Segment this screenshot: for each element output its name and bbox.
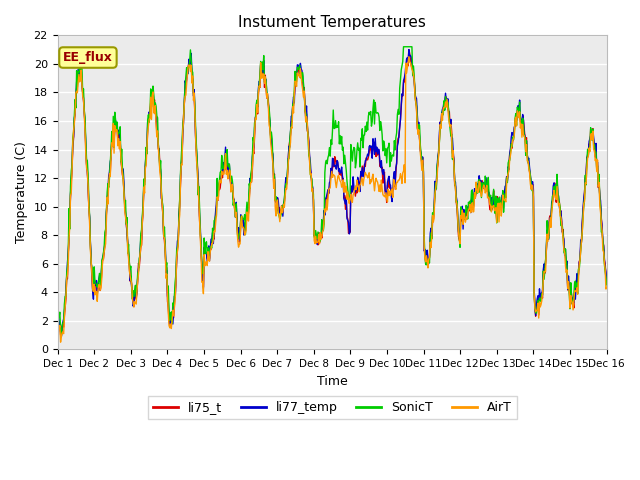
Line: li77_temp: li77_temp — [58, 49, 607, 336]
SonicT — [58, 334, 65, 340]
li75_t — [58, 334, 65, 339]
SonicT — [177, 170, 184, 176]
li75_t — [405, 47, 413, 52]
li75_t — [400, 80, 408, 85]
li77_temp — [54, 300, 61, 306]
AirT — [603, 285, 611, 290]
SonicT — [65, 252, 72, 257]
AirT — [205, 258, 213, 264]
AirT — [400, 168, 408, 174]
AirT — [121, 208, 129, 214]
li77_temp — [65, 251, 72, 256]
li75_t — [177, 182, 184, 188]
li75_t — [121, 199, 129, 204]
SonicT — [401, 44, 408, 49]
li77_temp — [405, 47, 413, 52]
SonicT — [400, 44, 408, 49]
Y-axis label: Temperature (C): Temperature (C) — [15, 142, 28, 243]
Line: SonicT: SonicT — [58, 47, 607, 337]
SonicT — [417, 142, 424, 148]
li75_t — [417, 146, 424, 152]
AirT — [177, 180, 184, 186]
SonicT — [603, 282, 611, 288]
AirT — [65, 261, 72, 267]
Legend: li75_t, li77_temp, SonicT, AirT: li75_t, li77_temp, SonicT, AirT — [148, 396, 516, 420]
SonicT — [205, 249, 213, 255]
li77_temp — [121, 202, 129, 208]
Text: EE_flux: EE_flux — [63, 51, 113, 64]
li77_temp — [417, 147, 424, 153]
li77_temp — [400, 78, 408, 84]
SonicT — [121, 203, 129, 208]
AirT — [405, 54, 413, 60]
AirT — [57, 339, 65, 345]
X-axis label: Time: Time — [317, 374, 348, 387]
li75_t — [54, 304, 61, 310]
AirT — [417, 151, 424, 156]
li77_temp — [177, 173, 184, 179]
li75_t — [65, 252, 72, 257]
AirT — [54, 308, 61, 314]
Line: li75_t: li75_t — [58, 49, 607, 336]
li77_temp — [58, 333, 65, 339]
li75_t — [205, 255, 213, 261]
li77_temp — [603, 277, 611, 283]
SonicT — [54, 311, 61, 317]
Line: AirT: AirT — [58, 57, 607, 342]
Title: Instument Temperatures: Instument Temperatures — [238, 15, 426, 30]
li75_t — [603, 279, 611, 285]
li77_temp — [205, 258, 213, 264]
